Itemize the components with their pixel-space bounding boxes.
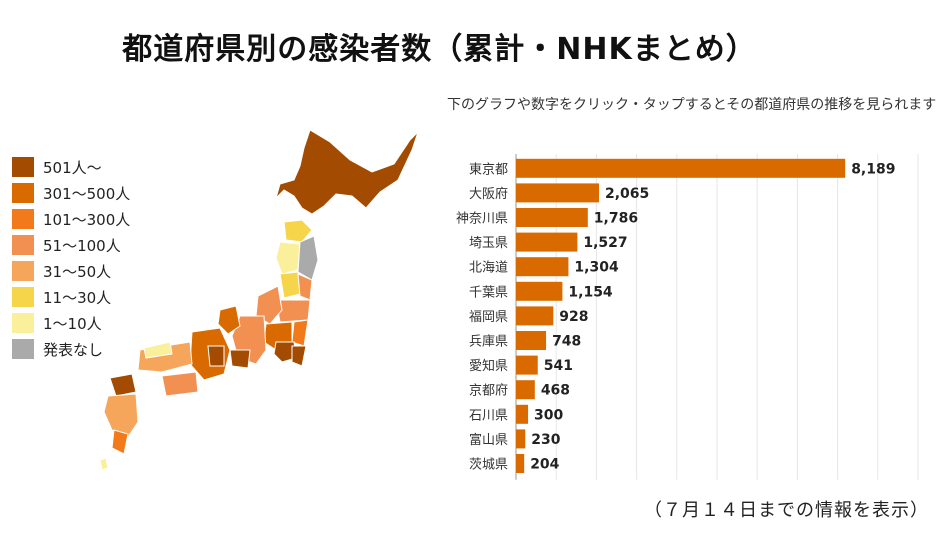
legend-label: 発表なし bbox=[43, 340, 104, 359]
value-label[interactable]: 204 bbox=[530, 457, 559, 473]
category-label[interactable]: 北海道 bbox=[469, 261, 508, 276]
bar[interactable] bbox=[516, 208, 588, 227]
region-shikoku[interactable] bbox=[161, 371, 199, 397]
category-label[interactable]: 茨城県 bbox=[469, 458, 508, 473]
category-label[interactable]: 東京都 bbox=[469, 161, 508, 177]
region-hokkaido[interactable] bbox=[274, 129, 419, 215]
legend-label: 31〜50人 bbox=[43, 262, 112, 281]
region-kagoshima[interactable] bbox=[111, 429, 129, 455]
legend: 501人〜 301〜500人 101〜300人 51〜100人 31〜50人 1… bbox=[12, 154, 130, 362]
region-aomori[interactable] bbox=[283, 219, 313, 243]
legend-label: 51〜100人 bbox=[43, 236, 121, 255]
value-label[interactable]: 1,786 bbox=[594, 211, 638, 227]
legend-swatch bbox=[12, 339, 34, 359]
bar[interactable] bbox=[516, 257, 569, 277]
value-label[interactable]: 541 bbox=[544, 358, 573, 374]
legend-item: 31〜50人 bbox=[12, 258, 130, 284]
bar[interactable] bbox=[516, 454, 525, 473]
bar[interactable] bbox=[516, 380, 535, 400]
category-label[interactable]: 愛知県 bbox=[469, 358, 508, 374]
category-label[interactable]: 埼玉県 bbox=[469, 236, 508, 251]
region-fukuoka[interactable] bbox=[109, 373, 137, 397]
bar[interactable] bbox=[516, 355, 538, 375]
value-label[interactable]: 748 bbox=[552, 334, 581, 350]
category-label[interactable]: 兵庫県 bbox=[469, 335, 508, 350]
region-akita[interactable] bbox=[275, 241, 301, 275]
legend-swatch bbox=[12, 313, 34, 333]
region-okinawa[interactable] bbox=[99, 457, 109, 471]
region-chiba[interactable] bbox=[291, 345, 307, 367]
legend-label: 101〜300人 bbox=[43, 210, 131, 229]
region-tokyo[interactable] bbox=[273, 341, 297, 363]
region-niigata[interactable] bbox=[255, 285, 283, 325]
region-ishikawa[interactable] bbox=[217, 305, 241, 335]
category-label[interactable]: 神奈川県 bbox=[456, 212, 508, 227]
legend-swatch bbox=[12, 261, 34, 281]
category-label[interactable]: 京都府 bbox=[469, 384, 508, 399]
value-label[interactable]: 2,065 bbox=[605, 186, 649, 202]
legend-swatch bbox=[12, 287, 34, 307]
value-label[interactable]: 1,527 bbox=[583, 235, 627, 251]
bar[interactable] bbox=[516, 183, 600, 203]
category-label[interactable]: 石川県 bbox=[469, 408, 508, 423]
bar[interactable] bbox=[516, 306, 554, 326]
category-label[interactable]: 千葉県 bbox=[469, 285, 508, 300]
legend-item: 501人〜 bbox=[12, 154, 130, 180]
legend-item: 51〜100人 bbox=[12, 232, 130, 258]
legend-label: 11〜30人 bbox=[43, 288, 112, 307]
value-label[interactable]: 300 bbox=[534, 407, 563, 423]
legend-item: 発表なし bbox=[12, 336, 130, 362]
region-tottori[interactable] bbox=[143, 341, 173, 359]
legend-item: 301〜500人 bbox=[12, 180, 130, 206]
region-osaka[interactable] bbox=[207, 345, 225, 367]
value-label[interactable]: 8,189 bbox=[851, 161, 895, 177]
legend-swatch bbox=[12, 235, 34, 255]
footer-note: （７月１４日までの情報を表示） bbox=[644, 500, 929, 521]
bar[interactable] bbox=[516, 404, 529, 424]
page-title: 都道府県別の感染者数（累計・NHKまとめ） bbox=[122, 32, 757, 67]
category-label[interactable]: 富山県 bbox=[469, 432, 508, 448]
chart-note: 下のグラフや数字をクリック・タップするとその都道府県の推移を見られます bbox=[447, 97, 937, 113]
bar-chart[interactable]: 東京都 8,189 大阪府 2,065 神奈川県 1,786 埼玉県 1,527 北海道 1,30… bbox=[440, 150, 930, 480]
legend-swatch bbox=[12, 183, 34, 203]
value-label[interactable]: 1,304 bbox=[574, 260, 619, 276]
legend-item: 101〜300人 bbox=[12, 206, 130, 232]
value-label[interactable]: 1,154 bbox=[568, 284, 613, 300]
region-aichi[interactable] bbox=[229, 349, 251, 369]
region-yamagata[interactable] bbox=[279, 271, 301, 299]
value-label[interactable]: 928 bbox=[559, 309, 588, 325]
category-label[interactable]: 大阪府 bbox=[469, 187, 508, 202]
bar[interactable] bbox=[516, 281, 563, 301]
legend-item: 1〜10人 bbox=[12, 310, 130, 336]
legend-swatch bbox=[12, 209, 34, 229]
japan-map[interactable] bbox=[80, 110, 440, 480]
bar[interactable] bbox=[516, 232, 578, 252]
bar[interactable] bbox=[516, 429, 526, 449]
value-label[interactable]: 468 bbox=[541, 383, 570, 399]
bar[interactable] bbox=[516, 331, 547, 350]
legend-label: 1〜10人 bbox=[43, 314, 102, 333]
region-iwate[interactable] bbox=[297, 235, 319, 281]
legend-swatch bbox=[12, 157, 34, 177]
category-label[interactable]: 福岡県 bbox=[469, 310, 508, 325]
legend-label: 501人〜 bbox=[43, 158, 102, 177]
bar[interactable] bbox=[516, 158, 846, 178]
legend-label: 301〜500人 bbox=[43, 184, 131, 203]
legend-item: 11〜30人 bbox=[12, 284, 130, 310]
value-label[interactable]: 230 bbox=[531, 432, 560, 448]
